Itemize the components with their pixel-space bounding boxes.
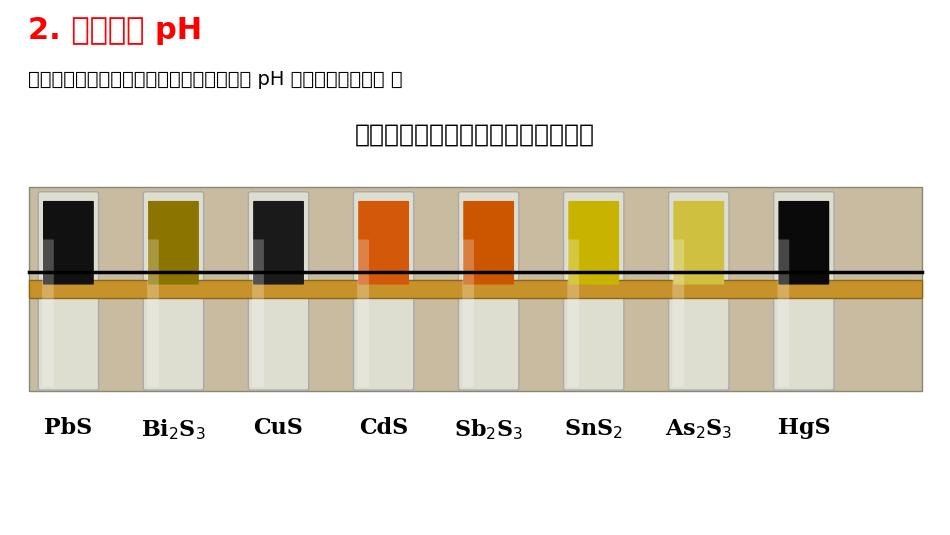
Text: PbS: PbS xyxy=(45,417,92,439)
Text: 对于受溶液的酸碱变化的离子，调节溶液的 pH 值使离子沉淀完全 。: 对于受溶液的酸碱变化的离子，调节溶液的 pH 值使离子沉淀完全 。 xyxy=(28,70,403,89)
Text: CdS: CdS xyxy=(359,417,408,439)
FancyBboxPatch shape xyxy=(563,192,624,390)
FancyBboxPatch shape xyxy=(778,201,829,285)
FancyBboxPatch shape xyxy=(568,201,619,285)
Text: 生成氢氧化物沉淀或者硫化物沉淀。: 生成氢氧化物沉淀或者硫化物沉淀。 xyxy=(355,123,595,147)
Text: Sb$_2$S$_3$: Sb$_2$S$_3$ xyxy=(454,417,523,442)
Bar xyxy=(28,280,922,298)
FancyBboxPatch shape xyxy=(567,240,580,387)
FancyBboxPatch shape xyxy=(43,201,94,285)
Text: CuS: CuS xyxy=(254,417,303,439)
FancyBboxPatch shape xyxy=(459,192,519,390)
FancyBboxPatch shape xyxy=(38,192,99,390)
Text: As$_2$S$_3$: As$_2$S$_3$ xyxy=(665,417,732,441)
Bar xyxy=(28,187,922,391)
FancyBboxPatch shape xyxy=(353,192,414,390)
FancyBboxPatch shape xyxy=(357,240,369,387)
Text: SnS$_2$: SnS$_2$ xyxy=(564,417,623,441)
Text: Bi$_2$S$_3$: Bi$_2$S$_3$ xyxy=(142,417,206,442)
FancyBboxPatch shape xyxy=(773,192,834,390)
FancyBboxPatch shape xyxy=(358,201,409,285)
FancyBboxPatch shape xyxy=(42,240,54,387)
FancyBboxPatch shape xyxy=(248,192,309,390)
FancyBboxPatch shape xyxy=(143,192,203,390)
FancyBboxPatch shape xyxy=(148,201,199,285)
Text: 2. 控制溶液 pH: 2. 控制溶液 pH xyxy=(28,16,202,45)
FancyBboxPatch shape xyxy=(673,240,684,387)
FancyBboxPatch shape xyxy=(674,201,724,285)
FancyBboxPatch shape xyxy=(669,192,729,390)
FancyBboxPatch shape xyxy=(464,201,514,285)
FancyBboxPatch shape xyxy=(252,240,264,387)
FancyBboxPatch shape xyxy=(253,201,304,285)
FancyBboxPatch shape xyxy=(463,240,474,387)
FancyBboxPatch shape xyxy=(777,240,789,387)
FancyBboxPatch shape xyxy=(147,240,159,387)
Text: HgS: HgS xyxy=(777,417,830,439)
